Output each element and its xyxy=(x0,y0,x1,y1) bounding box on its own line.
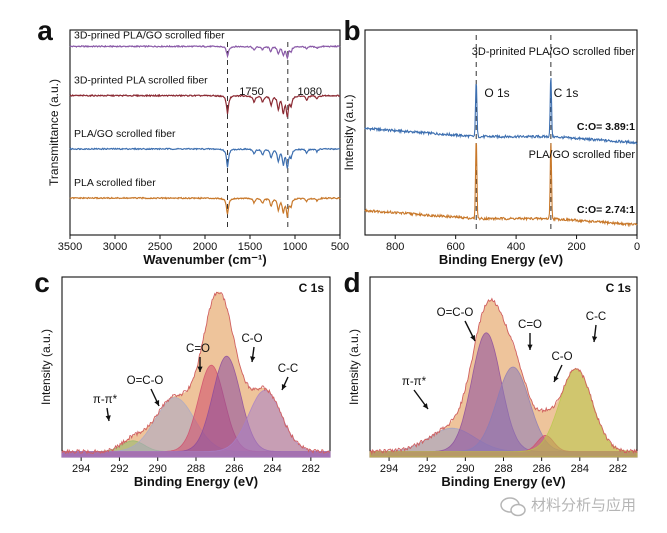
arrow-head-d xyxy=(470,335,475,341)
x-axis-label-a: Wavenumber (cm⁻¹) xyxy=(143,252,266,267)
panel-d: 294 292 290 288 286 284 282 Binding Energy (eV)… xyxy=(343,267,638,489)
arrow-head-c xyxy=(197,366,203,372)
arrow-head-c xyxy=(250,356,256,362)
component-label-c: C-C xyxy=(278,363,298,375)
x-tick-label-c: 294 xyxy=(72,463,90,475)
series-label-a: 3D-prined PLA/GO scrolled fiber xyxy=(74,29,225,41)
component-label-c: C-O xyxy=(241,333,262,345)
ratio-label: C:O= 2.74:1 xyxy=(577,204,635,216)
y-axis-label-c: Intensity (a.u.) xyxy=(39,329,53,405)
x-tick-label-a: 1500 xyxy=(238,241,262,253)
x-tick-label-d: 294 xyxy=(380,463,398,475)
series-line-a xyxy=(69,93,341,118)
x-tick-label-c: 282 xyxy=(302,463,320,475)
arrow-head-d xyxy=(592,336,598,342)
x-tick-label-d: 282 xyxy=(609,463,627,475)
x-tick-label-c: 292 xyxy=(110,463,128,475)
series-label-b: PLA/GO scrolled fiber xyxy=(529,149,636,161)
peak-label-o1s: O 1s xyxy=(484,86,509,100)
component-label-d: C-C xyxy=(586,311,606,323)
component-label-c: C=O xyxy=(186,343,210,355)
panel-letter-b: b xyxy=(343,15,360,46)
x-axis-label-c: Binding Energy (eV) xyxy=(134,474,258,489)
x-tick-label-b: 0 xyxy=(634,241,640,253)
raw-data-line-c xyxy=(61,291,331,455)
panel-title-d: C 1s xyxy=(606,281,632,295)
plot-frame-b xyxy=(364,29,638,236)
series-label-a: 3D-printed PLA scrolled fiber xyxy=(74,75,208,87)
arrow-head-c xyxy=(154,400,160,406)
x-axis-label-b: Binding Energy (eV) xyxy=(439,252,563,267)
panel-title-c: C 1s xyxy=(299,281,325,295)
series-line-b xyxy=(364,77,638,146)
x-tick-label-b: 400 xyxy=(507,241,525,253)
series-label-a: PLA scrolled fiber xyxy=(74,177,156,189)
x-tick-label-d: 288 xyxy=(494,463,512,475)
x-tick-label-a: 1000 xyxy=(283,241,307,253)
x-tick-label-c: 284 xyxy=(263,463,281,475)
arrow-head-c xyxy=(281,384,287,390)
panel-c: 294 292 290 288 286 284 282 Binding Energy (eV)… xyxy=(34,267,331,489)
y-axis-label-b: Intensity (a.u.) xyxy=(342,94,356,170)
x-tick-label-a: 2500 xyxy=(148,241,172,253)
annotation-a: 1080 xyxy=(298,86,322,98)
x-tick-label-a: 3000 xyxy=(103,241,127,253)
x-axis-label-d: Binding Energy (eV) xyxy=(441,474,565,489)
x-tick-label-d: 290 xyxy=(456,463,474,475)
x-tick-label-a: 500 xyxy=(331,241,349,253)
wechat-icon xyxy=(500,497,526,517)
component-label-d: C=O xyxy=(518,319,542,331)
x-tick-label-d: 286 xyxy=(532,463,550,475)
watermark: 材料分析与应用 xyxy=(531,496,636,514)
series-line-a xyxy=(69,44,341,60)
panel-letter-c: c xyxy=(34,267,50,298)
series-line-a xyxy=(69,147,341,169)
y-axis-label-d: Intensity (a.u.) xyxy=(347,329,361,405)
panel-b: 800 600 400 200 0 Binding Energy (eV) Intensit… xyxy=(342,15,640,267)
panel-a: 3500 3000 2500 2000 1500 1000 500 Wavenumber (c… xyxy=(37,15,349,267)
x-tick-label-b: 600 xyxy=(446,241,464,253)
x-tick-label-a: 2000 xyxy=(193,241,217,253)
series-label-a: PLA/GO scrolled fiber xyxy=(74,128,176,140)
y-axis-label-a: Transmittance (a.u.) xyxy=(47,79,61,186)
x-tick-label-c: 286 xyxy=(225,463,243,475)
x-tick-label-d: 292 xyxy=(418,463,436,475)
panel-letter-a: a xyxy=(37,15,53,46)
x-tick-label-b: 200 xyxy=(567,241,585,253)
series-line-b xyxy=(364,143,638,228)
arrow-head-d xyxy=(527,344,533,350)
component-label-d: π-π* xyxy=(402,376,427,388)
arrow-head-c xyxy=(105,415,111,421)
component-label-d: O=C-O xyxy=(437,307,474,319)
component-label-c: π-π* xyxy=(93,394,118,406)
x-tick-label-c: 288 xyxy=(187,463,205,475)
arrow-head-d xyxy=(422,403,428,409)
component-label-d: C-O xyxy=(551,351,572,363)
x-tick-label-b: 800 xyxy=(386,241,404,253)
panel-letter-d: d xyxy=(343,267,360,298)
component-label-c: O=C-O xyxy=(127,375,164,387)
raw-data-line-d xyxy=(369,297,638,456)
x-tick-label-a: 3500 xyxy=(58,241,82,253)
arrow-head-d xyxy=(553,376,559,382)
x-tick-label-d: 284 xyxy=(571,463,589,475)
ratio-label: C:O= 3.89:1 xyxy=(577,121,635,133)
series-label-b: 3D-prinited PLA/GO scrolled fiber xyxy=(472,46,636,58)
peak-label-c1s: C 1s xyxy=(554,86,579,100)
x-tick-label-c: 290 xyxy=(149,463,167,475)
series-line-a xyxy=(69,196,341,218)
